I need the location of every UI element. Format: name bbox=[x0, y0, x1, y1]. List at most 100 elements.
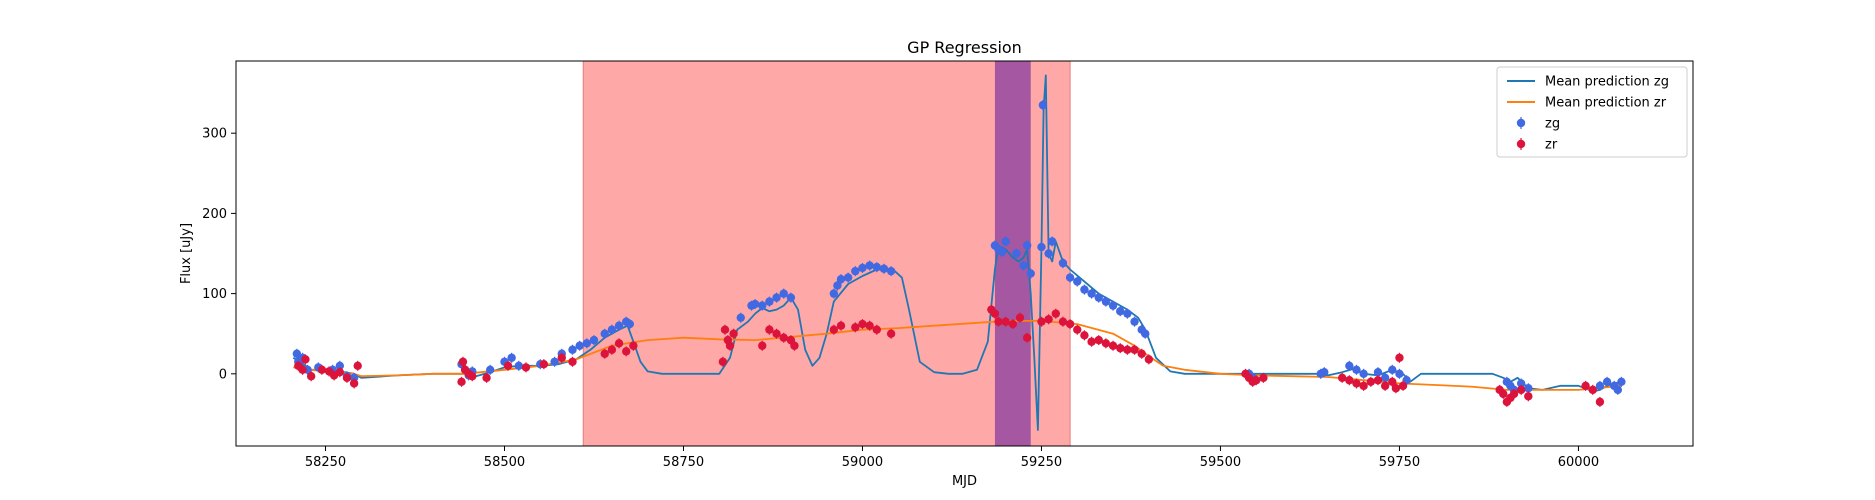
y-tick-label: 300 bbox=[202, 127, 227, 142]
data-point-zg bbox=[1001, 237, 1010, 246]
data-point-zr bbox=[600, 349, 609, 358]
data-point-zg bbox=[1019, 261, 1028, 270]
data-point-zr bbox=[1388, 377, 1397, 387]
data-point-zr bbox=[1001, 317, 1010, 326]
data-point-zg bbox=[765, 297, 774, 306]
data-point-zg bbox=[575, 341, 584, 350]
y-tick-label: 100 bbox=[202, 287, 227, 302]
data-point-zg bbox=[600, 329, 609, 338]
x-tick-label: 59250 bbox=[1021, 455, 1062, 470]
data-point-zr bbox=[1144, 355, 1154, 364]
data-point-zr bbox=[1391, 384, 1401, 393]
data-point-zr bbox=[858, 319, 867, 329]
data-point-zg bbox=[1345, 361, 1354, 370]
data-point-zr bbox=[1588, 385, 1597, 395]
data-point-zr bbox=[765, 325, 774, 334]
data-point-zr bbox=[1022, 333, 1032, 342]
data-point-zr bbox=[342, 373, 352, 383]
data-point-zr bbox=[836, 321, 846, 330]
data-point-zr bbox=[1509, 389, 1519, 399]
data-point-zr bbox=[349, 379, 359, 388]
data-point-zg bbox=[1022, 241, 1032, 250]
data-point-zg bbox=[1373, 368, 1383, 377]
data-point-zg bbox=[1094, 293, 1103, 302]
data-point-zr bbox=[865, 321, 874, 330]
data-point-zr bbox=[1044, 315, 1053, 324]
data-point-zr bbox=[1366, 377, 1376, 387]
legend-swatch-marker bbox=[1516, 118, 1526, 128]
data-point-zr bbox=[720, 325, 730, 334]
data-point-zr bbox=[482, 373, 491, 383]
data-point-zr bbox=[1359, 381, 1368, 391]
data-point-zr bbox=[1080, 331, 1089, 340]
data-point-zg bbox=[1388, 365, 1397, 375]
chart-title: GP Regression bbox=[907, 38, 1022, 57]
data-point-zr bbox=[872, 325, 881, 334]
data-point-zg bbox=[507, 353, 516, 362]
x-tick-label: 59750 bbox=[1379, 455, 1420, 470]
data-point-zg bbox=[1037, 242, 1046, 252]
observation-points bbox=[292, 100, 1626, 407]
data-point-zr bbox=[829, 325, 839, 334]
y-axis-ticks: 0 100 200 300 bbox=[202, 127, 236, 382]
data-point-zr bbox=[851, 323, 860, 332]
y-axis-label: Flux [uJy] bbox=[179, 223, 194, 284]
x-axis-ticks: 58250 58500 58750 59000 59250 59500 59750 60000 bbox=[305, 446, 1599, 470]
data-point-zr bbox=[614, 339, 624, 348]
data-point-zg bbox=[758, 301, 767, 310]
data-point-zg bbox=[1108, 301, 1118, 310]
data-point-zg bbox=[836, 274, 846, 284]
data-point-zg bbox=[1065, 273, 1075, 282]
data-point-zr bbox=[790, 341, 799, 350]
data-point-zg bbox=[1048, 237, 1057, 246]
data-point-zr bbox=[1337, 373, 1347, 383]
data-point-zr bbox=[1087, 337, 1096, 346]
data-point-zr bbox=[725, 341, 735, 350]
data-point-zg bbox=[736, 313, 745, 322]
legend-box bbox=[1496, 66, 1688, 158]
legend-label: Mean prediction zr bbox=[1545, 96, 1667, 111]
data-point-zr bbox=[1094, 335, 1103, 345]
data-point-zg bbox=[1044, 249, 1053, 258]
data-point-zr bbox=[990, 309, 1000, 318]
data-point-zr bbox=[298, 365, 307, 375]
data-point-zr bbox=[1380, 381, 1390, 391]
data-point-zg bbox=[1012, 249, 1021, 258]
data-point-zg bbox=[779, 289, 788, 298]
data-point-zg bbox=[589, 335, 599, 345]
data-point-zr bbox=[1352, 379, 1361, 388]
data-point-zg bbox=[1516, 379, 1526, 388]
data-point-zr bbox=[1345, 376, 1354, 385]
data-point-zr bbox=[607, 345, 617, 354]
data-point-zg bbox=[1116, 307, 1125, 316]
x-axis-label: MJD bbox=[952, 474, 977, 489]
plot-frame bbox=[235, 60, 1694, 447]
data-point-zr bbox=[468, 372, 477, 381]
legend: Mean prediction zg Mean prediction zr zg zr bbox=[1496, 66, 1688, 158]
data-point-zg bbox=[335, 361, 345, 370]
data-point-zr bbox=[622, 347, 631, 356]
data-point-zg bbox=[997, 247, 1007, 257]
data-point-zg bbox=[514, 361, 524, 370]
data-point-zr bbox=[1581, 381, 1590, 391]
data-point-zr bbox=[539, 359, 549, 369]
data-point-zr bbox=[1108, 341, 1118, 350]
data-point-zr bbox=[1073, 325, 1082, 334]
data-point-zg bbox=[1380, 373, 1390, 383]
data-point-zg bbox=[1123, 309, 1132, 318]
data-point-zg bbox=[833, 281, 842, 290]
legend-swatch-marker bbox=[1516, 139, 1526, 149]
data-point-zg bbox=[568, 345, 577, 354]
data-point-zr bbox=[729, 329, 738, 338]
data-point-zr bbox=[335, 368, 345, 377]
data-point-zr bbox=[779, 333, 788, 342]
shaded-region bbox=[582, 61, 1071, 446]
data-point-zg bbox=[1359, 369, 1368, 379]
y-tick-label: 200 bbox=[202, 207, 227, 222]
x-tick-label: 60000 bbox=[1558, 455, 1599, 470]
data-point-zr bbox=[994, 317, 1003, 326]
data-point-zg bbox=[607, 325, 617, 334]
data-point-zr bbox=[1037, 317, 1046, 326]
data-point-zr bbox=[301, 355, 310, 364]
